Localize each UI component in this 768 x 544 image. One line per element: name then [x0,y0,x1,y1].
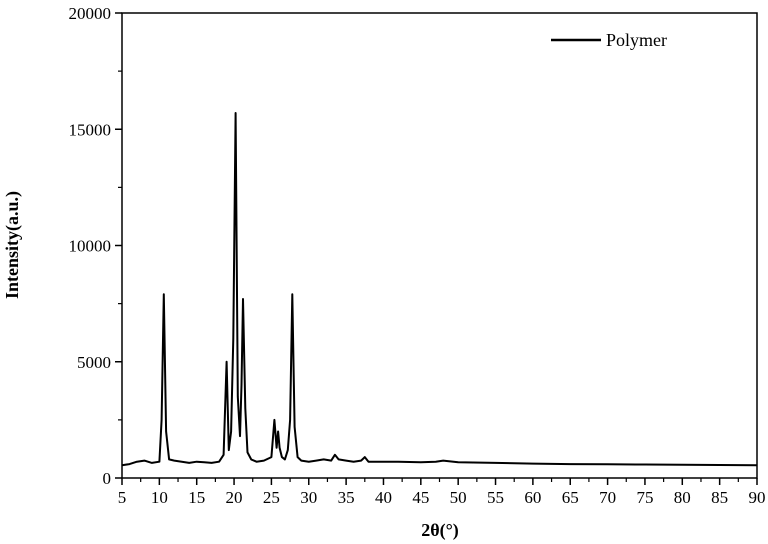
x-tick-label: 40 [375,488,392,507]
y-tick-label: 10000 [69,237,112,256]
x-tick-label: 65 [562,488,579,507]
x-tick-label: 25 [263,488,280,507]
x-tick-label: 15 [188,488,205,507]
x-tick-label: 30 [300,488,317,507]
y-tick-label: 5000 [77,353,111,372]
x-axis-title: 2θ(°) [421,520,459,541]
x-tick-label: 85 [711,488,728,507]
x-tick-label: 75 [636,488,653,507]
series-line-polymer [121,112,758,467]
x-tick-label: 80 [674,488,691,507]
y-axis-title: Intensity(a.u.) [2,191,23,299]
y-axis-ticks: 0 5000 10000 15000 20000 [69,4,122,488]
legend: Polymer [551,30,667,50]
y-tick-label: 0 [103,469,112,488]
x-tick-label: 60 [524,488,541,507]
x-tick-label: 35 [338,488,355,507]
x-axis-ticks: 5 10 15 20 25 30 35 40 45 50 55 60 65 70 75 80 85 90 [118,478,766,507]
x-tick-label: 20 [226,488,243,507]
x-tick-label: 45 [412,488,429,507]
y-tick-label: 20000 [69,4,112,23]
x-tick-label: 90 [749,488,766,507]
x-tick-label: 50 [450,488,467,507]
x-tick-label: 5 [118,488,127,507]
x-tick-label: 55 [487,488,504,507]
legend-label-polymer: Polymer [606,30,667,50]
x-tick-label: 70 [599,488,616,507]
plot-frame [121,12,758,479]
x-tick-label: 10 [151,488,168,507]
y-tick-label: 15000 [69,120,112,139]
